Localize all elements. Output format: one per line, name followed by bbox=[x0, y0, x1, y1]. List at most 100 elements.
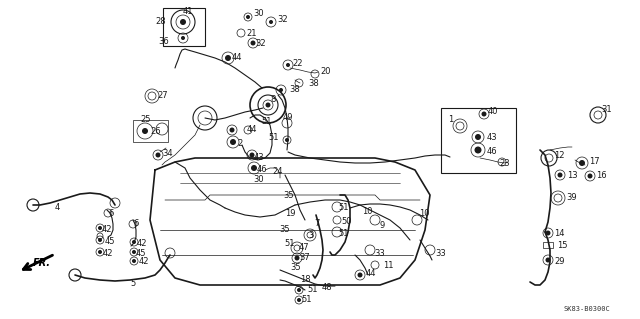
Circle shape bbox=[132, 240, 136, 244]
Text: 3: 3 bbox=[308, 231, 314, 240]
Circle shape bbox=[98, 250, 102, 254]
Text: 38: 38 bbox=[289, 85, 300, 94]
Text: 51: 51 bbox=[284, 240, 294, 249]
Bar bbox=[543, 242, 553, 248]
Text: 51: 51 bbox=[268, 133, 278, 143]
Text: 47: 47 bbox=[299, 242, 310, 251]
Text: 16: 16 bbox=[596, 170, 607, 180]
Text: 31: 31 bbox=[601, 106, 612, 115]
Circle shape bbox=[142, 128, 148, 134]
Text: 46: 46 bbox=[487, 147, 498, 157]
Circle shape bbox=[225, 55, 231, 61]
Circle shape bbox=[180, 19, 186, 25]
Text: 5: 5 bbox=[130, 278, 135, 287]
Text: 7: 7 bbox=[314, 219, 319, 227]
Text: 32: 32 bbox=[277, 16, 287, 25]
Circle shape bbox=[98, 238, 102, 242]
Text: 25: 25 bbox=[140, 115, 150, 124]
Text: 51: 51 bbox=[301, 294, 312, 303]
Text: 49: 49 bbox=[283, 114, 294, 122]
Text: 21: 21 bbox=[246, 28, 257, 38]
Circle shape bbox=[286, 63, 290, 67]
Text: 35: 35 bbox=[290, 263, 301, 271]
Circle shape bbox=[545, 231, 550, 235]
Text: 44: 44 bbox=[232, 54, 243, 63]
Text: 1: 1 bbox=[448, 115, 453, 124]
Text: 44: 44 bbox=[247, 125, 257, 135]
Text: 2: 2 bbox=[237, 138, 243, 147]
Circle shape bbox=[251, 165, 257, 171]
Text: 6: 6 bbox=[108, 209, 113, 218]
Text: 11: 11 bbox=[383, 261, 394, 270]
Text: 50: 50 bbox=[341, 217, 351, 226]
Circle shape bbox=[474, 146, 481, 153]
Circle shape bbox=[297, 298, 301, 302]
Text: 42: 42 bbox=[102, 226, 113, 234]
Text: 29: 29 bbox=[554, 256, 564, 265]
Text: 43: 43 bbox=[254, 152, 264, 161]
Text: 30: 30 bbox=[253, 175, 264, 184]
Text: 19: 19 bbox=[285, 209, 296, 218]
Text: 42: 42 bbox=[103, 249, 113, 257]
Text: 44: 44 bbox=[366, 269, 376, 278]
Circle shape bbox=[132, 250, 136, 254]
Text: 34: 34 bbox=[162, 150, 173, 159]
Text: 37: 37 bbox=[299, 253, 310, 262]
Text: 28: 28 bbox=[155, 18, 166, 26]
Circle shape bbox=[246, 15, 250, 19]
Text: 20: 20 bbox=[320, 68, 330, 77]
Bar bbox=[133, 120, 168, 142]
Text: 17: 17 bbox=[589, 158, 600, 167]
Text: 26: 26 bbox=[150, 128, 161, 137]
Text: 8: 8 bbox=[270, 95, 275, 105]
Circle shape bbox=[132, 259, 136, 263]
Text: 41: 41 bbox=[183, 8, 193, 17]
Text: 42: 42 bbox=[137, 240, 147, 249]
Text: 45: 45 bbox=[105, 238, 115, 247]
Circle shape bbox=[545, 257, 550, 263]
Text: 18: 18 bbox=[300, 275, 310, 284]
Circle shape bbox=[266, 102, 271, 108]
Circle shape bbox=[481, 112, 486, 116]
Circle shape bbox=[98, 226, 102, 230]
Text: 38: 38 bbox=[308, 78, 319, 87]
Circle shape bbox=[358, 272, 362, 278]
Text: 51: 51 bbox=[307, 285, 317, 293]
Bar bbox=[441, 108, 516, 173]
Text: 36: 36 bbox=[158, 38, 169, 47]
Circle shape bbox=[579, 160, 585, 166]
Text: 30: 30 bbox=[253, 10, 264, 19]
Circle shape bbox=[181, 36, 185, 40]
Text: 4: 4 bbox=[55, 203, 60, 211]
Text: 35: 35 bbox=[279, 225, 290, 234]
Text: 40: 40 bbox=[488, 108, 499, 116]
Text: 10: 10 bbox=[362, 206, 372, 216]
Text: 32: 32 bbox=[255, 40, 266, 48]
Text: 33: 33 bbox=[374, 249, 385, 257]
Circle shape bbox=[297, 288, 301, 292]
Text: 15: 15 bbox=[557, 241, 568, 249]
Circle shape bbox=[250, 152, 255, 158]
Text: 27: 27 bbox=[157, 91, 168, 100]
Text: 48: 48 bbox=[322, 284, 333, 293]
Circle shape bbox=[285, 138, 289, 142]
Circle shape bbox=[294, 256, 300, 261]
Circle shape bbox=[250, 41, 255, 46]
Text: 23: 23 bbox=[499, 159, 509, 167]
Circle shape bbox=[475, 134, 481, 140]
Text: 12: 12 bbox=[554, 151, 564, 160]
Text: 42: 42 bbox=[139, 256, 150, 265]
Text: 6: 6 bbox=[133, 219, 138, 228]
Circle shape bbox=[588, 174, 593, 179]
Text: 14: 14 bbox=[554, 229, 564, 239]
Circle shape bbox=[230, 128, 234, 132]
Text: 35: 35 bbox=[283, 190, 294, 199]
Text: 24: 24 bbox=[272, 167, 282, 176]
Text: 51: 51 bbox=[338, 228, 349, 238]
Text: 51: 51 bbox=[338, 204, 349, 212]
Circle shape bbox=[557, 173, 563, 177]
Text: 39: 39 bbox=[566, 194, 577, 203]
Text: 45: 45 bbox=[136, 249, 147, 257]
Text: 46: 46 bbox=[257, 166, 268, 174]
Text: FR.: FR. bbox=[33, 258, 51, 268]
